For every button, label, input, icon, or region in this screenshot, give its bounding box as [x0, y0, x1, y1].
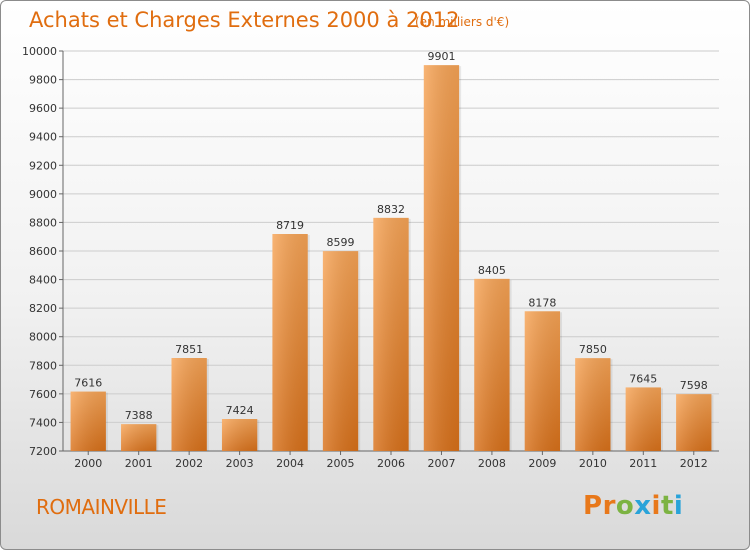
y-tick-label: 7600	[29, 388, 57, 401]
city-name: ROMAINVILLE	[36, 495, 167, 519]
bar-value-label: 7424	[226, 404, 254, 417]
chart-title: Achats et Charges Externes 2000 à 2012	[29, 8, 460, 32]
y-tick-label: 8800	[29, 216, 57, 229]
bar-highlight	[272, 234, 308, 451]
bar-highlight	[474, 278, 510, 451]
logo-letter: r	[602, 491, 616, 521]
bar-value-label: 7388	[125, 409, 153, 422]
logo-letter: i	[651, 491, 661, 521]
y-tick-label: 7800	[29, 359, 57, 372]
chart-unit: (en milliers d'€)	[415, 15, 510, 29]
y-tick-label: 8200	[29, 302, 57, 315]
y-tick-label: 8000	[29, 331, 57, 344]
x-tick-label: 2006	[377, 457, 405, 470]
bar-highlight	[121, 424, 157, 451]
bar-highlight	[171, 358, 207, 451]
logo-letter: t	[660, 491, 674, 521]
bar-value-label: 8719	[276, 219, 304, 232]
bar-highlight	[221, 419, 258, 451]
bar-highlight	[373, 217, 409, 451]
x-tick-label: 2004	[276, 457, 304, 470]
bar-value-label: 8178	[528, 296, 556, 309]
y-tick-label: 9400	[29, 131, 57, 144]
y-tick-label: 9800	[29, 74, 57, 87]
y-tick-label: 9600	[29, 102, 57, 115]
bar-highlight	[524, 311, 561, 451]
x-tick-label: 2001	[125, 457, 153, 470]
x-tick-label: 2008	[478, 457, 506, 470]
bar-highlight	[625, 387, 661, 451]
bar-value-label: 8599	[327, 236, 355, 249]
y-tick-label: 8600	[29, 245, 57, 258]
logo-letter: x	[634, 491, 652, 521]
bar-value-label: 7850	[579, 343, 607, 356]
bar-value-label: 7645	[629, 372, 657, 385]
data-labels: 7616 7388 7851 7424 8719 8599 8832 9901 8405 8178…	[74, 50, 708, 422]
logo-letter: P	[583, 491, 603, 521]
bar-value-label: 9901	[427, 50, 455, 63]
x-tick-label: 2007	[427, 457, 455, 470]
x-tick-label: 2012	[680, 457, 708, 470]
x-tick-label: 2000	[74, 457, 102, 470]
y-tick-label: 9200	[29, 159, 57, 172]
y-tick-label: 7200	[29, 445, 57, 458]
y-tick-label: 9000	[29, 188, 57, 201]
bar-highlight	[676, 394, 712, 451]
bar-value-label: 7598	[680, 379, 708, 392]
logo-letter: o	[615, 491, 635, 521]
y-tick-label: 8400	[29, 274, 57, 287]
bar-highlight	[423, 65, 460, 452]
x-tick-label: 2010	[579, 457, 607, 470]
bar-value-label: 8832	[377, 203, 405, 216]
x-tick-label: 2002	[175, 457, 203, 470]
axes: 7200 7400 7600 7800 8000 8200 8400 8600 8800 9000…	[22, 45, 719, 470]
bar-highlight	[322, 251, 359, 451]
bar-value-label: 8405	[478, 264, 506, 277]
bar-highlight	[575, 358, 611, 451]
bars	[70, 65, 714, 452]
x-tick-label: 2009	[528, 457, 556, 470]
bar-value-label: 7851	[175, 343, 203, 356]
proxiti-logo[interactable]: Proxiti	[583, 491, 683, 521]
y-tick-label: 10000	[22, 45, 57, 58]
x-tick-label: 2005	[327, 457, 355, 470]
bar-value-label: 7616	[74, 377, 102, 390]
x-tick-label: 2011	[629, 457, 657, 470]
logo-letter: i	[673, 491, 684, 521]
x-tick-label: 2003	[226, 457, 254, 470]
y-tick-label: 7400	[29, 416, 57, 429]
bar-highlight	[70, 391, 106, 451]
